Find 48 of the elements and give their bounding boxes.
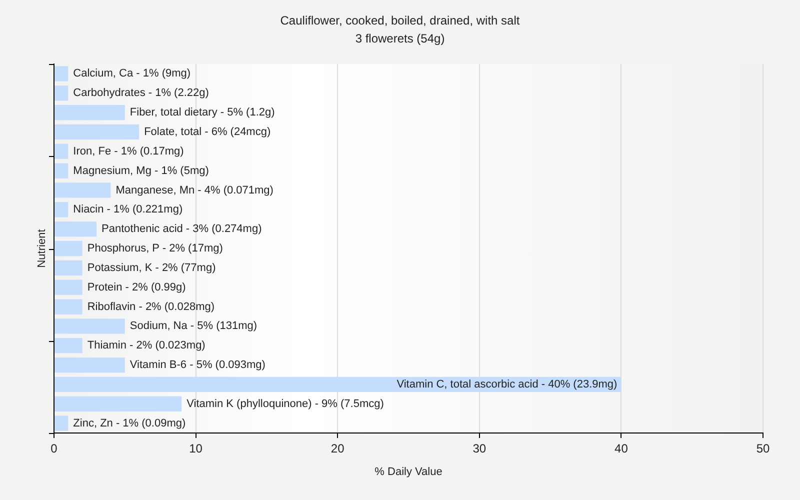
bar [54, 376, 622, 392]
y-tick-label: Vitamin K (phylloquinone) - 9% (7.5mcg) [186, 398, 384, 410]
bar [54, 222, 97, 237]
y-tick-label: Carbohydrates - 1% (2.22g) [73, 87, 209, 100]
x-tick-label: 50 [756, 442, 770, 456]
bar [54, 416, 68, 431]
bar [54, 396, 182, 412]
bar [54, 240, 82, 256]
bar [54, 280, 82, 295]
y-tick-label: Zinc, Zn - 1% (0.09mg) [73, 417, 186, 430]
bar [54, 357, 125, 373]
bar [54, 124, 140, 140]
y-tick-label: Protein - 2% (0.99g) [87, 281, 186, 294]
y-tick-label: Magnesium, Mg - 1% (5mg) [73, 164, 209, 177]
bar [54, 66, 68, 82]
y-tick-label: Manganese, Mn - 4% (0.071mg) [116, 184, 274, 196]
chart-subtitle: 3 flowerets (54g) [355, 31, 445, 46]
y-tick-label: Vitamin C, total ascorbic acid - 40% (23.9mg) [396, 378, 618, 390]
y-tick-label: Fiber, total dietary - 5% (1.2g) [130, 106, 275, 119]
y-axis-title: Nutrient [36, 229, 48, 268]
y-tick-label: Potassium, K - 2% (77mg) [87, 262, 216, 274]
bar [54, 260, 82, 276]
chart-title: Cauliflower, cooked, boiled, drained, with salt [280, 13, 520, 28]
x-axis-title: % Daily Value [374, 466, 442, 478]
bar [54, 86, 68, 101]
bar [54, 163, 68, 178]
y-tick-label: Niacin - 1% (0.221mg) [73, 204, 183, 216]
bar [54, 318, 125, 334]
x-tick-label: 20 [330, 442, 345, 456]
y-tick-label: Riboflavin - 2% (0.028mg) [87, 300, 215, 313]
x-tick-label: 40 [614, 442, 628, 456]
x-tick-label: 0 [50, 442, 58, 456]
y-tick-label: Folate, total - 6% (24mcg) [144, 126, 271, 138]
bar [54, 182, 111, 198]
y-tick-label: Calcium, Ca - 1% (9mg) [73, 68, 191, 80]
bar [54, 104, 125, 120]
y-tick-label: Phosphorus, P - 2% (17mg) [87, 242, 223, 255]
y-tick-label: Vitamin B-6 - 5% (0.093mg) [130, 359, 266, 372]
y-tick-label: Sodium, Na - 5% (131mg) [130, 320, 258, 332]
bar [54, 144, 68, 159]
bar [54, 299, 82, 314]
x-tick-label: 10 [189, 442, 203, 456]
y-tick-label: Thiamin - 2% (0.023mg) [87, 340, 206, 352]
y-tick-label: Pantothenic acid - 3% (0.274mg) [102, 223, 262, 236]
bar [54, 202, 68, 218]
bar [54, 338, 82, 354]
x-tick-label: 30 [472, 442, 486, 456]
y-tick-label: Iron, Fe - 1% (0.17mg) [73, 145, 184, 158]
